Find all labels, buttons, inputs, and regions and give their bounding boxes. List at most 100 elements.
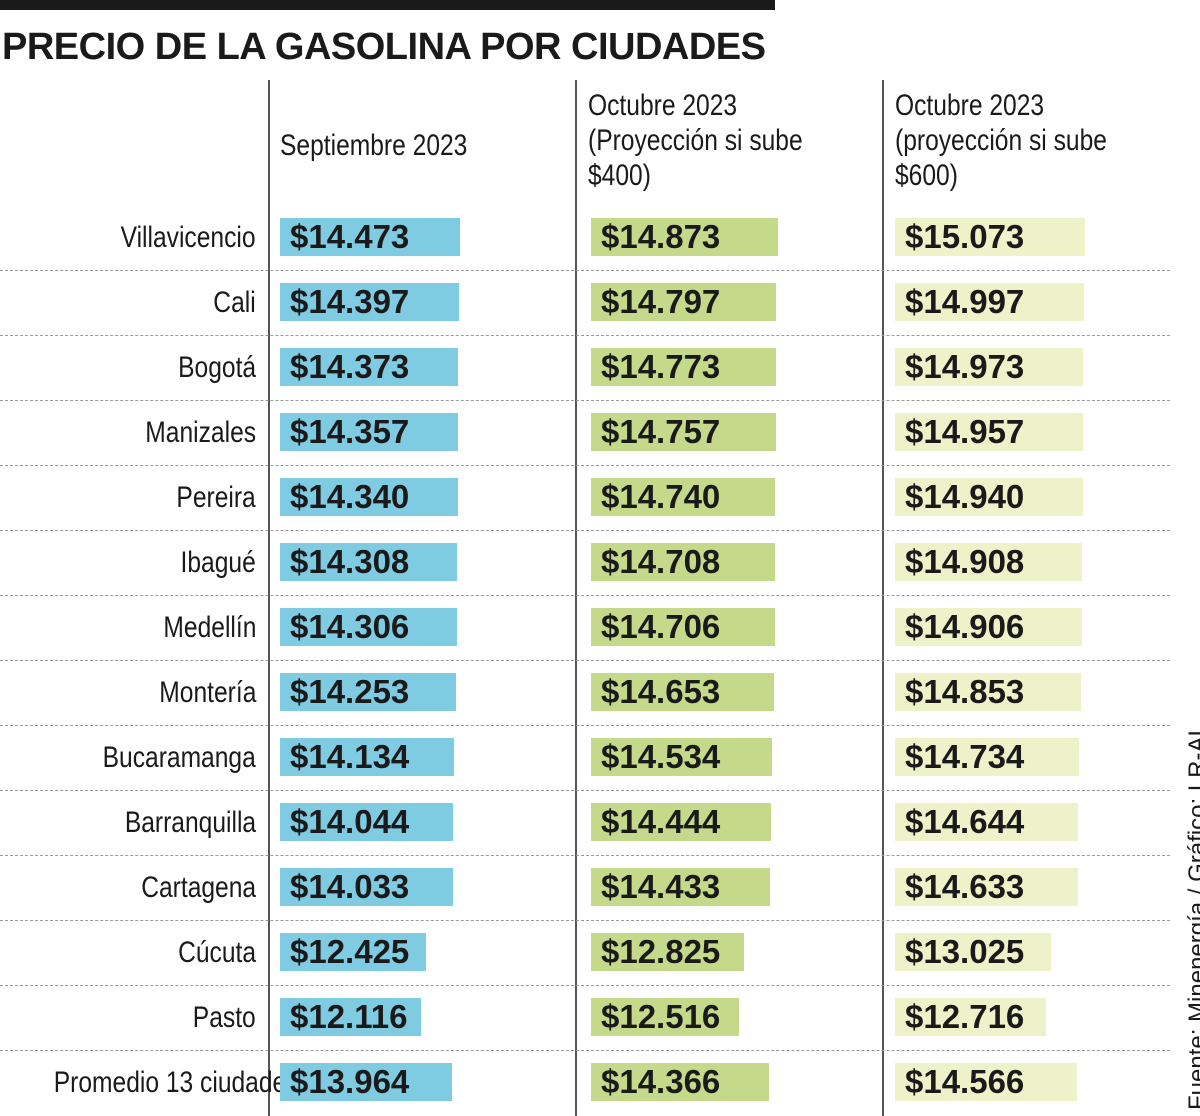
- value-label: $14.653: [601, 673, 721, 710]
- bar-sep: [280, 348, 458, 386]
- column-header-line: (Proyección si sube: [588, 124, 803, 158]
- bar-oct400: [591, 868, 770, 906]
- column-header-sep: Septiembre 2023: [280, 128, 467, 163]
- bar-oct400: [591, 543, 775, 581]
- bar-sep: [280, 998, 421, 1036]
- chart-title: PRECIO DE LA GASOLINA POR CIUDADES: [2, 26, 766, 68]
- city-label: Villavicencio: [121, 221, 256, 254]
- value-label: $14.797: [601, 283, 721, 320]
- city-label: Barranquilla: [124, 806, 256, 839]
- row-separator: [0, 660, 1170, 661]
- value-label: $14.134: [290, 738, 410, 775]
- value-label: $14.473: [290, 218, 410, 255]
- row-separator: [0, 725, 1170, 726]
- row-separator: [0, 465, 1170, 466]
- bar-sep: [280, 933, 426, 971]
- bar-sep: [280, 738, 454, 776]
- column-header-line: $600): [895, 159, 958, 193]
- bar-oct400: [591, 998, 739, 1036]
- bar-oct600: [895, 738, 1079, 776]
- value-label: $14.633: [905, 868, 1025, 905]
- row-separator: [0, 595, 1170, 596]
- bar-sep: [280, 803, 453, 841]
- column-header-line: (proyección si sube: [895, 124, 1107, 158]
- value-label: $14.644: [905, 803, 1025, 840]
- bar-oct600: [895, 1063, 1077, 1101]
- value-label: $14.773: [601, 348, 721, 385]
- city-label: Montería: [158, 676, 256, 709]
- value-label: $14.873: [601, 218, 721, 255]
- value-label: $14.708: [601, 543, 721, 580]
- value-label: $14.997: [905, 283, 1025, 320]
- column-header-oct600: Octubre 2023 (proyección si sube $600): [895, 88, 1107, 193]
- value-label: $14.306: [290, 608, 410, 645]
- bar-oct400: [591, 738, 772, 776]
- bar-oct600: [895, 998, 1046, 1036]
- bar-oct400: [591, 348, 776, 386]
- row-separator: [0, 400, 1170, 401]
- value-label: $12.116: [290, 998, 408, 1035]
- bar-oct400: [591, 803, 771, 841]
- bar-oct600: [895, 413, 1083, 451]
- bar-oct400: [591, 1063, 769, 1101]
- value-label: $14.853: [905, 673, 1025, 710]
- bar-oct400: [591, 673, 774, 711]
- bar-oct600: [895, 218, 1085, 256]
- value-label: $14.906: [905, 608, 1025, 645]
- top-rule: [0, 0, 775, 10]
- city-label: Cartagena: [141, 871, 256, 904]
- bar-oct600: [895, 283, 1084, 321]
- value-label: $14.044: [290, 803, 410, 840]
- city-label: Cúcuta: [178, 936, 256, 969]
- bar-sep: [280, 868, 453, 906]
- value-label: $12.716: [905, 998, 1025, 1035]
- bar-sep: [280, 283, 459, 321]
- row-separator: [0, 530, 1170, 531]
- row-separator: [0, 1050, 1170, 1051]
- city-label: Cali: [213, 286, 256, 319]
- bar-oct600: [895, 673, 1081, 711]
- bar-oct400: [591, 608, 775, 646]
- city-label: Promedio 13 ciudades: [53, 1066, 299, 1099]
- value-label: $14.534: [601, 738, 721, 775]
- column-divider: [882, 80, 884, 1116]
- value-label: $14.940: [905, 478, 1025, 515]
- bar-oct600: [895, 803, 1078, 841]
- bar-sep: [280, 608, 457, 646]
- bar-oct600: [895, 478, 1083, 516]
- value-label: $14.433: [601, 868, 721, 905]
- bar-oct400: [591, 283, 776, 321]
- bar-sep: [280, 673, 456, 711]
- row-separator: [0, 985, 1170, 986]
- value-label: $14.397: [290, 283, 410, 320]
- row-separator: [0, 920, 1170, 921]
- bar-sep: [280, 1063, 452, 1101]
- value-label: $14.566: [905, 1063, 1025, 1100]
- value-label: $14.706: [601, 608, 721, 645]
- column-header-line: Octubre 2023: [895, 89, 1045, 122]
- value-label: $14.908: [905, 543, 1025, 580]
- city-label: Medellín: [163, 611, 256, 644]
- column-header-line: Septiembre 2023: [280, 129, 468, 162]
- value-label: $14.253: [290, 673, 410, 710]
- value-label: $14.366: [601, 1063, 721, 1100]
- city-label: Bogotá: [178, 351, 256, 384]
- value-label: $14.357: [290, 413, 410, 450]
- value-label: $14.757: [601, 413, 721, 450]
- city-label: Ibagué: [180, 546, 256, 579]
- bar-oct600: [895, 608, 1082, 646]
- bar-oct600: [895, 933, 1051, 971]
- value-label: $14.973: [905, 348, 1025, 385]
- value-label: $14.444: [601, 803, 721, 840]
- city-label: Pereira: [176, 481, 256, 514]
- value-label: $14.033: [290, 868, 410, 905]
- value-label: $13.025: [905, 933, 1025, 970]
- value-label: $12.825: [601, 933, 721, 970]
- bar-oct400: [591, 478, 775, 516]
- bar-oct600: [895, 348, 1083, 386]
- city-label: Bucaramanga: [102, 741, 256, 774]
- bar-sep: [280, 218, 460, 256]
- city-label: Pasto: [193, 1001, 256, 1034]
- source-credit: Fuente: Minenergía / Gráfico: LR-AL: [1184, 723, 1200, 1110]
- column-header-line: Octubre 2023: [588, 89, 738, 122]
